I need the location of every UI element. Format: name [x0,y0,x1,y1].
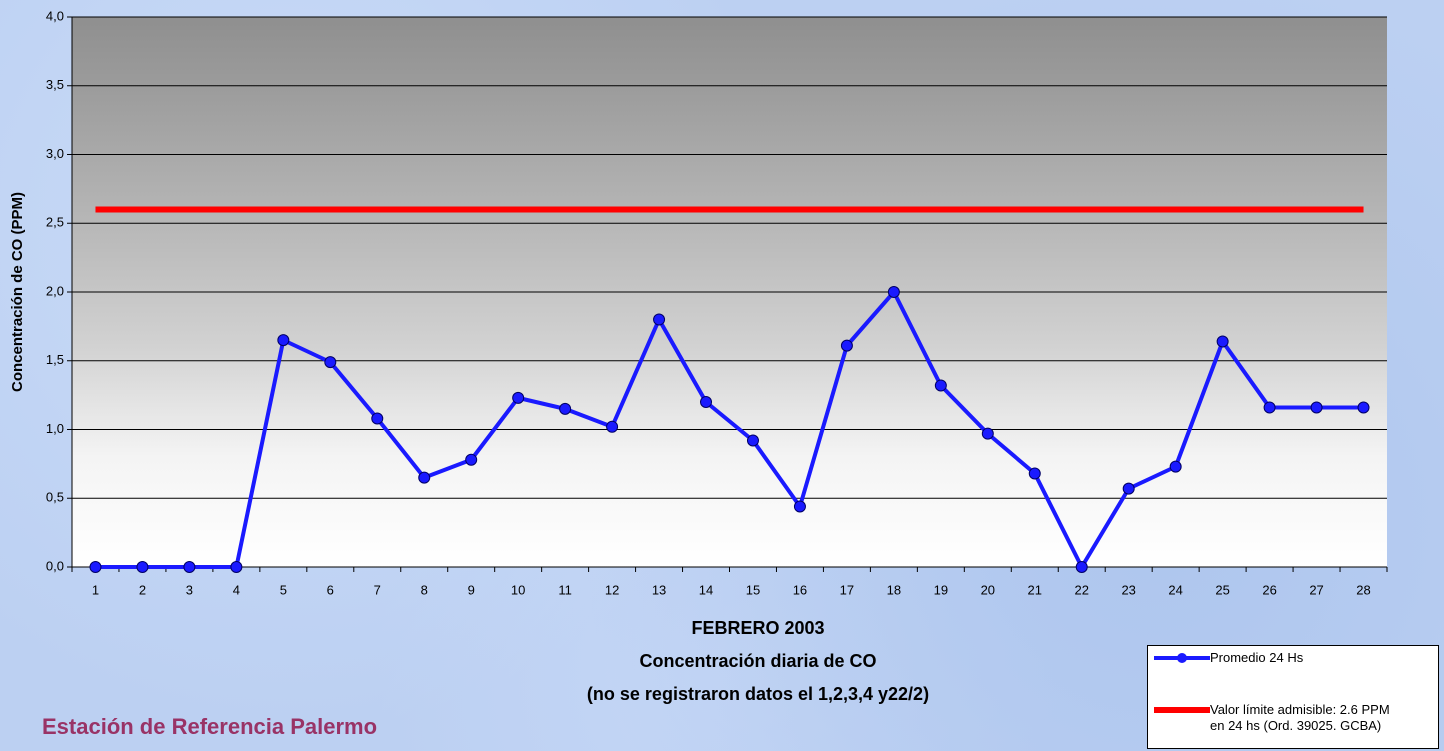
data-point [1358,402,1369,413]
legend-item: Promedio 24 Hs [1154,650,1400,666]
y-tick-label: 0,0 [46,558,64,573]
y-axis-label: Concentración de CO (PPM) [9,192,26,392]
x-tick-label: 14 [699,582,713,597]
y-tick-label: 3,5 [46,77,64,92]
data-point [278,335,289,346]
data-point [1217,336,1228,347]
x-tick-label: 12 [605,582,619,597]
x-tick-label: 15 [746,582,760,597]
data-point [747,435,758,446]
legend-swatch [1154,650,1210,666]
data-point [231,562,242,573]
x-tick-label: 3 [186,582,193,597]
data-point [90,562,101,573]
data-point [419,472,430,483]
data-point [1311,402,1322,413]
data-point [841,340,852,351]
x-tick-label: 20 [981,582,995,597]
chart-subtitle: Concentración diaria de CO [639,651,876,671]
x-tick-label: 2 [139,582,146,597]
legend-label: Promedio 24 Hs [1210,650,1400,666]
data-point [1029,468,1040,479]
x-tick-label: 21 [1028,582,1042,597]
footer: Estación de Referencia Palermo [42,714,377,739]
legend-item: Valor límite admisible: 2.6 PPM en 24 hs… [1154,702,1400,734]
legend: Promedio 24 Hs Valor límite admisible: 2.… [1147,645,1439,749]
y-tick-label: 0,5 [46,490,64,505]
y-tick-label: 3,0 [46,146,64,161]
page: {"chart_data": {"type": "line", "title":… [0,0,1444,751]
chart-title: FEBRERO 2003 [691,618,824,638]
data-point [1264,402,1275,413]
chart: FEBRERO 2003 Concentración diaria de CO … [0,0,1444,751]
x-tick-label: 16 [793,582,807,597]
x-tick-label: 7 [374,582,381,597]
chart-note: (no se registraron datos el 1,2,3,4 y22/… [587,684,929,704]
data-point [654,314,665,325]
x-tick-label: 27 [1309,582,1323,597]
x-tick-label: 23 [1121,582,1135,597]
data-point [372,413,383,424]
y-tick-label: 1,0 [46,421,64,436]
x-tick-label: 24 [1168,582,1182,597]
x-tick-label: 26 [1262,582,1276,597]
data-point [1076,562,1087,573]
data-point [184,562,195,573]
x-tick-label: 28 [1356,582,1370,597]
x-tick-label: 22 [1074,582,1088,597]
data-point [982,428,993,439]
data-point [935,380,946,391]
x-tick-label: 17 [840,582,854,597]
x-tick-label: 9 [468,582,475,597]
y-tick-label: 4,0 [46,8,64,23]
x-tick-label: 8 [421,582,428,597]
x-tick-label: 10 [511,582,525,597]
y-tick-label: 2,0 [46,283,64,298]
data-point [888,287,899,298]
x-tick-label: 11 [558,582,572,597]
data-point [466,454,477,465]
x-tick-label: 18 [887,582,901,597]
data-point [513,392,524,403]
data-point [794,501,805,512]
y-tick-label: 2,5 [46,215,64,230]
data-point [560,403,571,414]
x-tick-label: 19 [934,582,948,597]
data-point [137,562,148,573]
x-tick-label: 13 [652,582,666,597]
data-point [1123,483,1134,494]
x-tick-label: 25 [1215,582,1229,597]
legend-marker [1177,653,1187,663]
x-tick-label: 5 [280,582,287,597]
y-tick-label: 1,5 [46,352,64,367]
data-point [607,421,618,432]
legend-label: Valor límite admisible: 2.6 PPM en 24 hs… [1210,702,1400,734]
data-point [1170,461,1181,472]
legend-swatch [1154,702,1210,718]
data-point [325,357,336,368]
data-point [701,397,712,408]
x-tick-label: 1 [92,582,99,597]
x-tick-label: 6 [327,582,334,597]
x-tick-label: 4 [233,582,240,597]
